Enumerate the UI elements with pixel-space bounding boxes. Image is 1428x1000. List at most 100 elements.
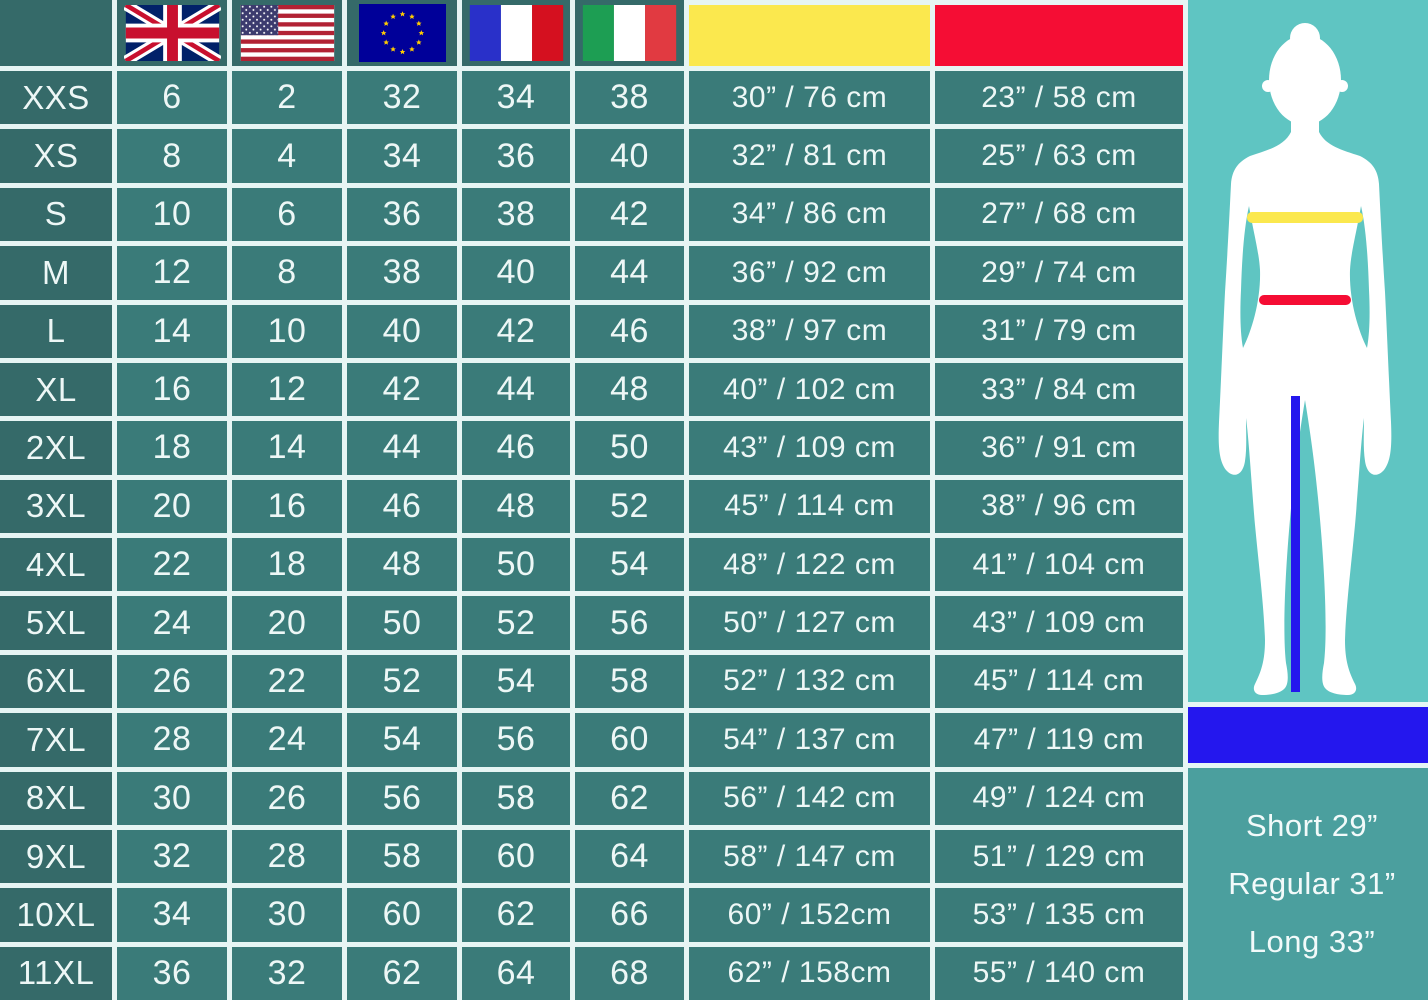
it-size-cell: 52 <box>575 479 684 533</box>
eu-size-cell: 36 <box>347 187 457 242</box>
bust-measure-line <box>1247 212 1363 223</box>
inseam-lengths-panel: Short 29” Regular 31” Long 33” <box>1188 768 1428 1000</box>
fr-size-cell: 48 <box>462 479 570 533</box>
it-size-cell: 56 <box>575 596 684 650</box>
fr-size-cell: 36 <box>462 129 570 183</box>
body-figure-box <box>1188 0 1428 702</box>
uk-size-cell: 24 <box>117 596 227 650</box>
us-size-cell: 4 <box>232 129 342 183</box>
us-size-cell: 24 <box>232 713 342 767</box>
bust-measure-cell: 43” / 109 cm <box>689 421 930 475</box>
it-size-cell: 38 <box>575 71 684 125</box>
eu-size-cell: 46 <box>347 479 457 533</box>
it-size-cell: 60 <box>575 713 684 767</box>
fr-size-cell: 34 <box>462 71 570 125</box>
size-label-cell: XL <box>0 362 112 417</box>
fr-size-cell: 56 <box>462 713 570 767</box>
size-label-cell: M <box>0 246 112 300</box>
size-conversion-table: XXS 6 2 32 34 38 30” / 76 cm 23” / 58 cm… <box>0 0 1183 1000</box>
size-label-cell: 10XL <box>0 888 112 942</box>
eu-size-cell: 56 <box>347 771 457 825</box>
measurement-guide-panel: Short 29” Regular 31” Long 33” <box>1188 0 1428 1000</box>
uk-flag-icon <box>123 5 221 61</box>
eu-size-cell: 38 <box>347 246 457 300</box>
size-label-cell: 9XL <box>0 829 112 884</box>
eu-size-cell: 60 <box>347 888 457 942</box>
us-size-cell: 28 <box>232 829 342 884</box>
it-size-cell: 64 <box>575 829 684 884</box>
bust-measure-cell: 58” / 147 cm <box>689 829 930 884</box>
length-short: Short 29” <box>1245 808 1378 843</box>
italy-flag-icon <box>582 5 677 61</box>
us-size-cell: 8 <box>232 246 342 300</box>
eu-size-cell: 58 <box>347 829 457 884</box>
uk-size-cell: 22 <box>117 538 227 592</box>
waist-measure-cell: 29” / 74 cm <box>935 246 1183 300</box>
bust-color-header-cell <box>689 0 930 66</box>
uk-size-cell: 20 <box>117 479 227 533</box>
fr-size-cell: 40 <box>462 246 570 300</box>
us-size-cell: 22 <box>232 654 342 709</box>
bust-measure-cell: 52” / 132 cm <box>689 654 930 709</box>
female-body-silhouette-icon <box>1218 23 1392 695</box>
bust-measure-cell: 40” / 102 cm <box>689 362 930 417</box>
uk-size-cell: 26 <box>117 654 227 709</box>
waist-measure-cell: 25” / 63 cm <box>935 129 1183 183</box>
hips-measure-line <box>1259 295 1351 305</box>
waist-measure-cell: 51” / 129 cm <box>935 829 1183 884</box>
size-label-cell: 6XL <box>0 654 112 709</box>
length-long: Long 33” <box>1248 924 1376 959</box>
size-label-cell: 3XL <box>0 479 112 533</box>
us-size-cell: 6 <box>232 187 342 242</box>
fr-size-cell: 38 <box>462 187 570 242</box>
it-size-cell: 48 <box>575 362 684 417</box>
size-label-cell: 4XL <box>0 538 112 592</box>
it-size-cell: 50 <box>575 421 684 475</box>
bust-measure-cell: 32” / 81 cm <box>689 129 930 183</box>
size-label-cell: XS <box>0 129 112 183</box>
bust-measure-cell: 60” / 152cm <box>689 888 930 942</box>
eu-size-cell: 34 <box>347 129 457 183</box>
us-size-cell: 16 <box>232 479 342 533</box>
us-size-cell: 26 <box>232 771 342 825</box>
bust-measure-cell: 50” / 127 cm <box>689 596 930 650</box>
size-label-cell: 11XL <box>0 946 112 1000</box>
waist-measure-cell: 41” / 104 cm <box>935 538 1183 592</box>
waist-color-header-cell <box>935 0 1183 66</box>
it-size-cell: 68 <box>575 946 684 1000</box>
header-italy-cell <box>575 0 684 66</box>
it-size-cell: 66 <box>575 888 684 942</box>
waist-measure-cell: 23” / 58 cm <box>935 71 1183 125</box>
bust-measure-cell: 56” / 142 cm <box>689 771 930 825</box>
size-label-cell: 7XL <box>0 713 112 767</box>
us-flag-icon <box>240 5 334 61</box>
us-size-cell: 30 <box>232 888 342 942</box>
us-size-cell: 10 <box>232 304 342 358</box>
size-label-cell: 2XL <box>0 421 112 475</box>
uk-size-cell: 10 <box>117 187 227 242</box>
uk-size-cell: 16 <box>117 362 227 417</box>
fr-size-cell: 50 <box>462 538 570 592</box>
fr-size-cell: 46 <box>462 421 570 475</box>
fr-size-cell: 52 <box>462 596 570 650</box>
uk-size-cell: 8 <box>117 129 227 183</box>
fr-size-cell: 64 <box>462 946 570 1000</box>
inseam-color-bar <box>1188 707 1428 763</box>
bust-measure-cell: 34” / 86 cm <box>689 187 930 242</box>
size-label-cell: S <box>0 187 112 242</box>
eu-size-cell: 62 <box>347 946 457 1000</box>
fr-size-cell: 54 <box>462 654 570 709</box>
it-size-cell: 42 <box>575 187 684 242</box>
eu-size-cell: 48 <box>347 538 457 592</box>
bust-measure-cell: 36” / 92 cm <box>689 246 930 300</box>
it-size-cell: 46 <box>575 304 684 358</box>
fr-size-cell: 44 <box>462 362 570 417</box>
waist-measure-cell: 47” / 119 cm <box>935 713 1183 767</box>
bust-measure-cell: 54” / 137 cm <box>689 713 930 767</box>
header-eu-cell <box>347 0 457 66</box>
us-size-cell: 12 <box>232 362 342 417</box>
waist-measure-cell: 33” / 84 cm <box>935 362 1183 417</box>
bust-measure-cell: 48” / 122 cm <box>689 538 930 592</box>
it-size-cell: 62 <box>575 771 684 825</box>
